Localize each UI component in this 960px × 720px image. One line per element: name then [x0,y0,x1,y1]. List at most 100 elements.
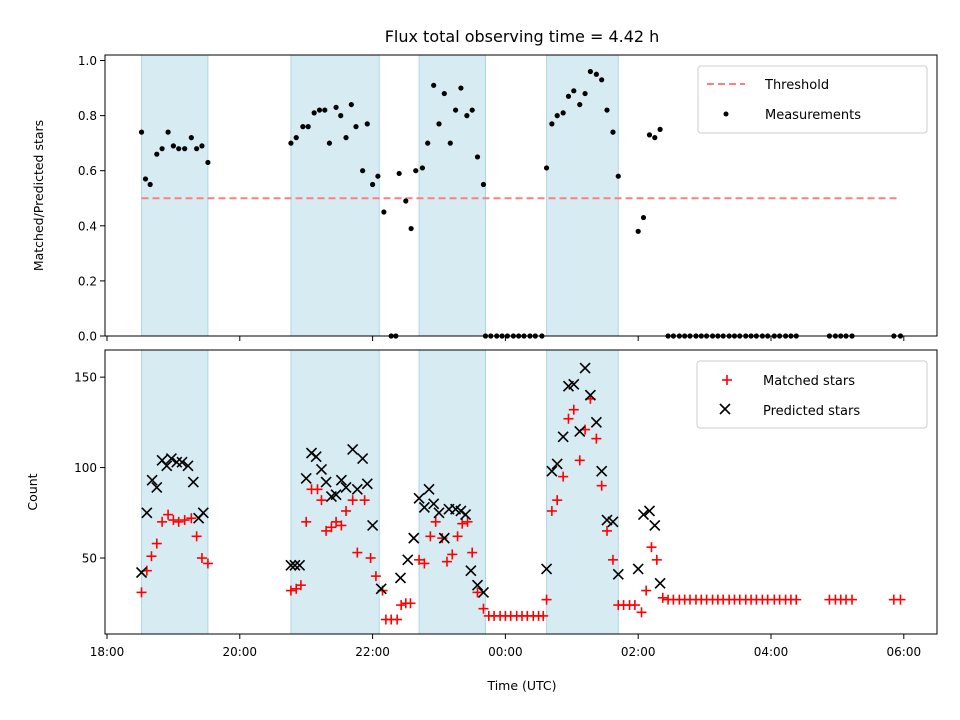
y-tick-label: 150 [74,371,97,385]
measurement-point [408,225,414,232]
matched-star-point [146,551,157,562]
matched-star-point [365,553,376,564]
predicted-star-point [557,431,569,443]
matched-star-point [157,516,168,527]
measurement-point [452,107,459,113]
matched-star-point [301,516,312,527]
predicted-star-point [418,501,430,513]
x-axis-label: Time (UTC) [486,678,556,693]
legend-threshold-label: Threshold [764,78,829,93]
matched-star-point [563,413,574,424]
measurement-point [322,107,328,113]
matched-star-point [641,585,652,596]
measurement-point [652,135,658,141]
matched-star-point [651,554,662,565]
y-axis-label-bottom: Count [25,473,40,510]
predicted-star-point [637,509,650,521]
measurement-point [554,113,560,119]
predicted-star-point [568,378,580,390]
predicted-star-point [433,507,445,519]
panel-counts: 50 100 150 18:00 20:00 22:00 00:00 02:00 04:00 0… [25,349,938,693]
matched-star-point [430,516,441,527]
y-axis-label-top: Matched/Predicted stars [31,120,46,271]
predicted-star-point [340,481,352,494]
y-tick-label: 1.0 [78,54,97,68]
measurement-point [199,143,205,149]
shaded-intervals-top [141,54,619,337]
matched-star-point [179,515,190,526]
predicted-star-point [347,443,359,456]
matched-star-point [331,516,342,527]
matched-star-point [163,509,174,520]
matched-star-point [601,525,612,536]
predicted-star-point [413,492,425,504]
predicted-star-point [423,483,435,495]
predicted-star-point [607,516,619,528]
predicted-star-point [596,465,608,477]
matched-star-point [405,598,416,609]
y-axis-ticks-bottom: 50 100 150 [74,371,105,566]
measurement-point [587,68,593,75]
measurement-point [458,85,464,91]
predicted-star-point [649,519,661,532]
measurement-point [447,140,453,146]
predicted-star-point [438,532,450,544]
matched-star-point [895,594,906,605]
matched-star-point [546,505,557,516]
predicted-star-point [477,586,490,598]
matched-star-point [441,556,452,567]
matched-star-point [847,594,858,605]
measurement-point [338,113,344,119]
matched-star-point [414,554,425,565]
predicted-star-point [546,465,558,477]
shaded-interval [418,349,486,635]
matched-star-point [452,531,463,542]
x-tick-label: 18:00 [90,645,125,659]
measurement-point [396,170,402,177]
y-tick-label: 0.4 [78,219,97,233]
measurement-point [419,165,425,171]
shaded-intervals-bottom [141,349,619,635]
matched-star-point [392,614,403,625]
matched-star-point [568,404,579,415]
y-axis-ticks-top: 0.0 0.2 0.4 0.6 0.8 1.0 [78,54,105,344]
measurement-point [549,121,555,127]
measurement-point [635,228,641,234]
measurement-point [474,154,481,160]
matched-star-point [285,585,296,596]
measurement-point [469,107,475,113]
measurement-point [436,121,442,127]
predicted-star-point [330,489,342,501]
predicted-star-point [335,474,347,486]
matched-star-point [191,531,202,542]
matched-star-point [646,542,657,553]
matched-star-point [791,594,802,605]
legend-predicted-label: Predicted stars [763,404,860,419]
measurement-point [657,126,663,132]
predicted-star-point [293,559,306,571]
plot-frame-bottom [104,349,938,635]
measurement-point [194,146,200,152]
measurement-point [413,168,419,174]
matched-star-point [538,610,549,621]
measurement-point [464,113,470,119]
matched-star-point [629,600,640,611]
matched-star-point [657,592,668,603]
x-tick-label: 06:00 [887,645,922,659]
x-axis-ticks-bottom: 18:00 20:00 22:00 00:00 02:00 04:00 06:00 [90,634,921,659]
measurement-point [300,124,306,130]
predicted-star-point [289,559,301,571]
y-tick-label: 0.2 [78,274,97,288]
predicted-star-point [161,460,173,472]
matched-star-point [336,520,347,531]
measurement-point [431,82,437,88]
legend-top: Threshold Measurements [697,65,928,134]
predicted-star-point [551,458,563,470]
matched-star-point [173,516,184,527]
measurement-point [571,88,577,94]
predicted-star-point [197,507,209,519]
matched-star-point [341,505,352,516]
measurement-point [582,90,588,97]
predicted-star-point [165,452,177,465]
